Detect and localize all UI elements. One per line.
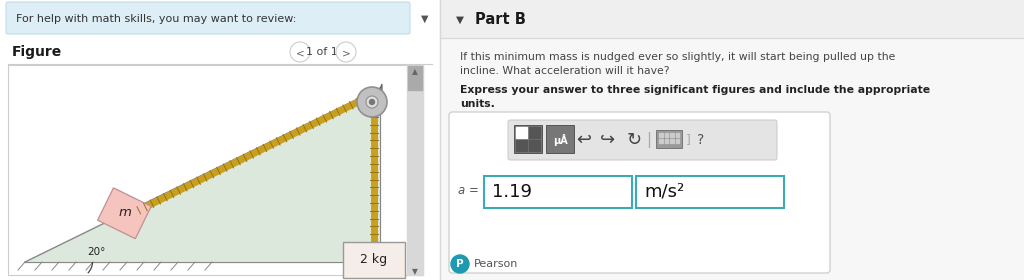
Circle shape [366, 96, 378, 108]
Text: |: | [646, 132, 651, 148]
Bar [636, 176, 784, 208]
FancyBboxPatch shape [6, 2, 410, 34]
Text: ▼: ▼ [412, 267, 418, 277]
Bar [0, 0, 440, 280]
Polygon shape [376, 84, 382, 106]
FancyBboxPatch shape [508, 120, 777, 160]
Text: If this minimum mass is nudged ever so slightly, it will start being pulled up t: If this minimum mass is nudged ever so s… [460, 52, 895, 62]
Circle shape [290, 42, 310, 62]
Bar [516, 127, 527, 138]
Bar [343, 242, 406, 278]
Text: P: P [456, 259, 464, 269]
Bar [407, 65, 423, 275]
Text: 2 kg: 2 kg [360, 253, 387, 267]
Text: m/s²: m/s² [644, 183, 684, 201]
Text: ↻: ↻ [627, 131, 642, 149]
Bar [665, 139, 668, 143]
Text: Part B: Part B [475, 13, 526, 27]
Bar [529, 140, 540, 151]
Text: incline. What acceleration will it have?: incline. What acceleration will it have? [460, 66, 670, 76]
Text: ↪: ↪ [600, 131, 615, 149]
Text: ?: ? [697, 133, 705, 147]
Text: >: > [342, 48, 350, 58]
Circle shape [370, 99, 375, 104]
Text: <: < [296, 48, 304, 58]
Text: Figure: Figure [12, 45, 62, 59]
Circle shape [357, 87, 387, 117]
Bar [516, 140, 527, 151]
Text: ]: ] [686, 134, 691, 146]
Text: For help with math skills, you may want to review:: For help with math skills, you may want … [16, 14, 296, 24]
Circle shape [451, 255, 469, 273]
Bar [670, 133, 674, 137]
Text: Pearson: Pearson [474, 259, 518, 269]
Bar [529, 127, 540, 138]
Bar [665, 133, 668, 137]
Text: ▲: ▲ [412, 67, 418, 76]
Bar [676, 139, 679, 143]
Text: μÅ: μÅ [553, 134, 567, 146]
Bar [659, 139, 663, 143]
Text: units.: units. [460, 99, 495, 109]
Bar [656, 130, 682, 148]
FancyBboxPatch shape [449, 112, 830, 273]
Bar [676, 133, 679, 137]
Polygon shape [97, 188, 152, 239]
Bar [440, 0, 1024, 280]
Text: ▼: ▼ [421, 14, 429, 24]
Text: Express your answer to three significant figures and include the appropriate: Express your answer to three significant… [460, 85, 930, 95]
Text: ▼: ▼ [456, 15, 464, 25]
Text: ↩: ↩ [577, 131, 592, 149]
Text: 1 of 1: 1 of 1 [306, 47, 338, 57]
Polygon shape [25, 88, 380, 262]
Text: m: m [119, 206, 132, 219]
Bar [514, 125, 542, 153]
Bar [8, 65, 423, 275]
Bar [408, 66, 422, 90]
Bar [484, 176, 632, 208]
Bar [440, 0, 1024, 38]
Circle shape [336, 42, 356, 62]
Bar [546, 125, 574, 153]
Text: 20°: 20° [87, 247, 105, 257]
Bar [670, 139, 674, 143]
Text: a =: a = [458, 185, 479, 197]
Bar [659, 133, 663, 137]
Text: 1.19: 1.19 [492, 183, 532, 201]
